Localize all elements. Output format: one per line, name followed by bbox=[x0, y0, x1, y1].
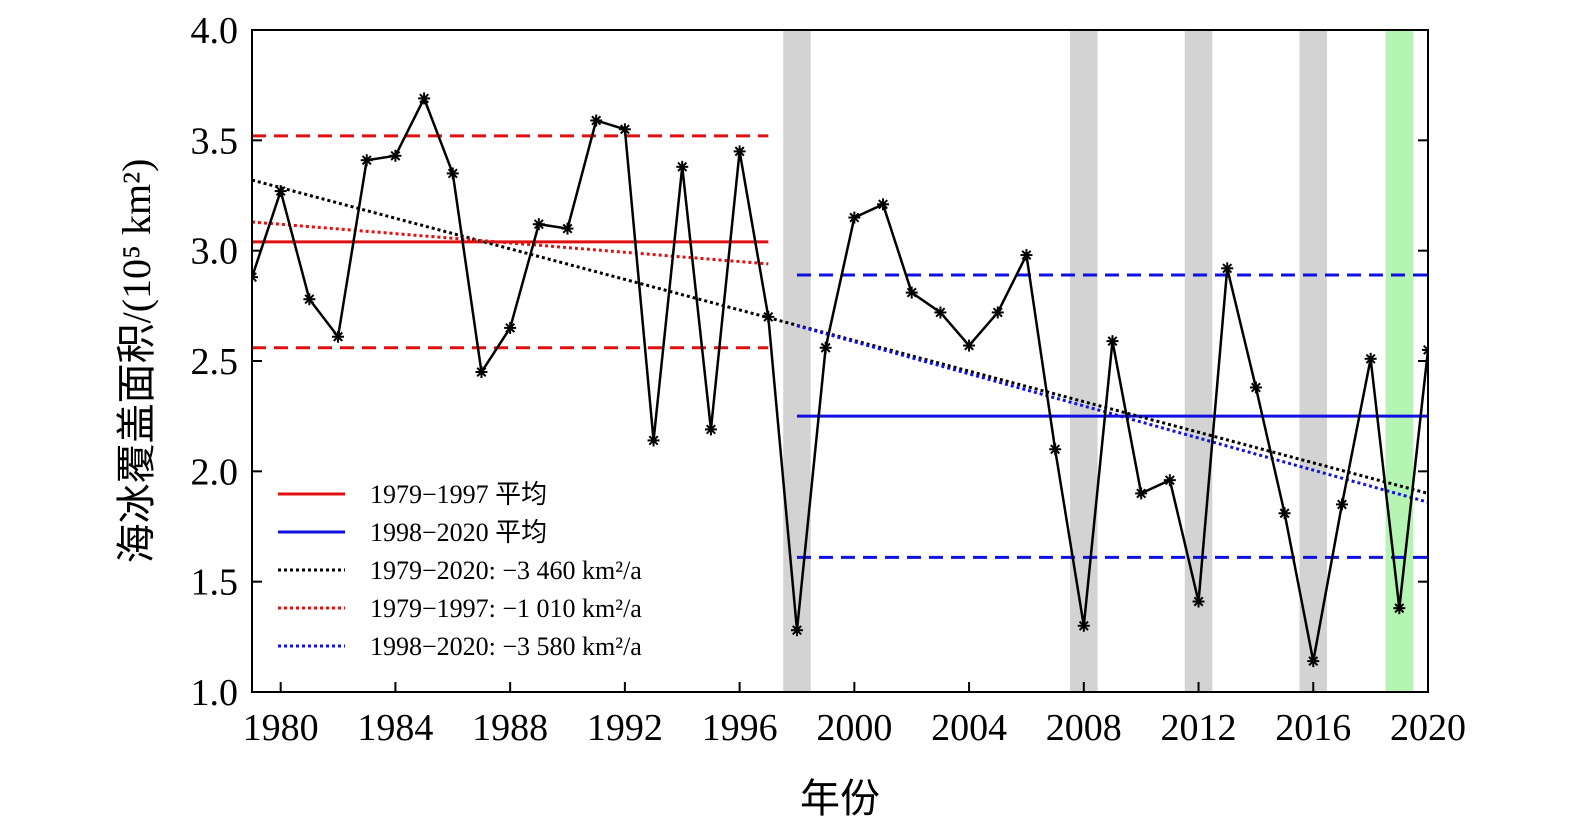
data-point bbox=[762, 310, 775, 323]
x-tick-label: 1992 bbox=[587, 707, 663, 749]
data-point bbox=[1135, 487, 1148, 500]
data-point bbox=[704, 423, 717, 436]
data-point bbox=[991, 306, 1004, 319]
legend-label: 1998−2020 平均 bbox=[370, 518, 547, 547]
data-point bbox=[274, 185, 287, 198]
y-tick-label: 1.0 bbox=[191, 672, 239, 714]
data-point bbox=[332, 330, 345, 343]
data-point bbox=[1307, 655, 1320, 668]
legend-label: 1979−1997: −1 010 km²/a bbox=[370, 594, 642, 623]
data-point bbox=[1249, 381, 1262, 394]
data-point bbox=[1192, 595, 1205, 608]
data-point bbox=[1278, 507, 1291, 520]
data-series bbox=[252, 92, 1428, 668]
data-point bbox=[848, 211, 861, 224]
trend-lines bbox=[252, 178, 1428, 504]
data-point bbox=[905, 286, 918, 299]
data-point bbox=[1163, 474, 1176, 487]
y-tick-label: 2.5 bbox=[191, 341, 239, 383]
data-point bbox=[676, 160, 689, 173]
x-tick-label: 2000 bbox=[816, 707, 892, 749]
data-point bbox=[790, 624, 803, 637]
plot-frame bbox=[251, 29, 1429, 693]
highlight-band bbox=[1184, 30, 1213, 692]
data-point bbox=[733, 145, 746, 158]
data-point bbox=[360, 154, 373, 167]
legend-label: 1979−1997 平均 bbox=[370, 480, 547, 509]
data-point bbox=[1422, 343, 1428, 356]
data-point bbox=[1393, 602, 1406, 615]
highlight-band bbox=[1070, 30, 1098, 692]
highlight-band bbox=[783, 30, 811, 692]
data-point bbox=[618, 123, 631, 136]
data-point bbox=[1364, 352, 1377, 365]
data-point bbox=[418, 92, 431, 105]
axis-ticks: 1980 1984 1988 1992 1996 2000 2004 2008 2012 2016… bbox=[191, 10, 1467, 749]
x-tick-label: 1980 bbox=[243, 707, 319, 749]
data-point bbox=[1106, 335, 1119, 348]
x-tick-label: 2012 bbox=[1161, 707, 1237, 749]
y-tick-label: 2.0 bbox=[191, 451, 239, 493]
reference-lines bbox=[252, 134, 1428, 559]
y-tick-label: 1.5 bbox=[191, 562, 239, 604]
y-tick-label: 3.5 bbox=[191, 120, 239, 162]
x-tick-label: 1996 bbox=[702, 707, 778, 749]
x-axis-title: 年份 bbox=[800, 776, 880, 821]
data-point bbox=[532, 218, 545, 231]
trend-line bbox=[252, 220, 769, 266]
y-tick-label: 4.0 bbox=[191, 10, 239, 52]
legend: 1979−1997 平均 1998−2020 平均 1979−2020: −3 46… bbox=[278, 480, 642, 661]
data-point bbox=[819, 341, 832, 354]
x-tick-label: 2020 bbox=[1390, 707, 1466, 749]
x-tick-label: 2016 bbox=[1275, 707, 1351, 749]
legend-label: 1998−2020: −3 580 km²/a bbox=[370, 632, 642, 661]
highlight-band bbox=[1299, 30, 1328, 692]
trend-line bbox=[796, 324, 1428, 504]
data-point bbox=[647, 434, 660, 447]
y-axis-title: 海冰覆盖面积/(10⁵ km²) bbox=[114, 159, 159, 564]
y-tick-label: 3.0 bbox=[191, 231, 239, 273]
x-tick-label: 1984 bbox=[357, 707, 433, 749]
data-point bbox=[1221, 262, 1234, 275]
data-point bbox=[590, 114, 603, 127]
data-point bbox=[963, 339, 976, 352]
data-point bbox=[561, 222, 574, 235]
data-point bbox=[446, 167, 459, 180]
data-point bbox=[475, 366, 488, 379]
data-point bbox=[1077, 619, 1090, 632]
legend-label: 1979−2020: −3 460 km²/a bbox=[370, 556, 642, 585]
data-point bbox=[504, 321, 517, 334]
series-line bbox=[252, 95, 1428, 662]
data-point bbox=[1020, 249, 1033, 262]
data-point bbox=[252, 271, 258, 284]
data-point bbox=[303, 293, 316, 306]
x-tick-label: 1988 bbox=[472, 707, 548, 749]
highlight-band bbox=[1385, 30, 1414, 692]
data-point bbox=[934, 306, 947, 319]
data-point bbox=[877, 198, 890, 211]
x-tick-label: 2004 bbox=[931, 707, 1007, 749]
highlight-bands bbox=[783, 30, 1414, 692]
x-tick-label: 2008 bbox=[1046, 707, 1122, 749]
data-point bbox=[1335, 498, 1348, 511]
data-point bbox=[1049, 443, 1062, 456]
data-point bbox=[389, 149, 402, 162]
